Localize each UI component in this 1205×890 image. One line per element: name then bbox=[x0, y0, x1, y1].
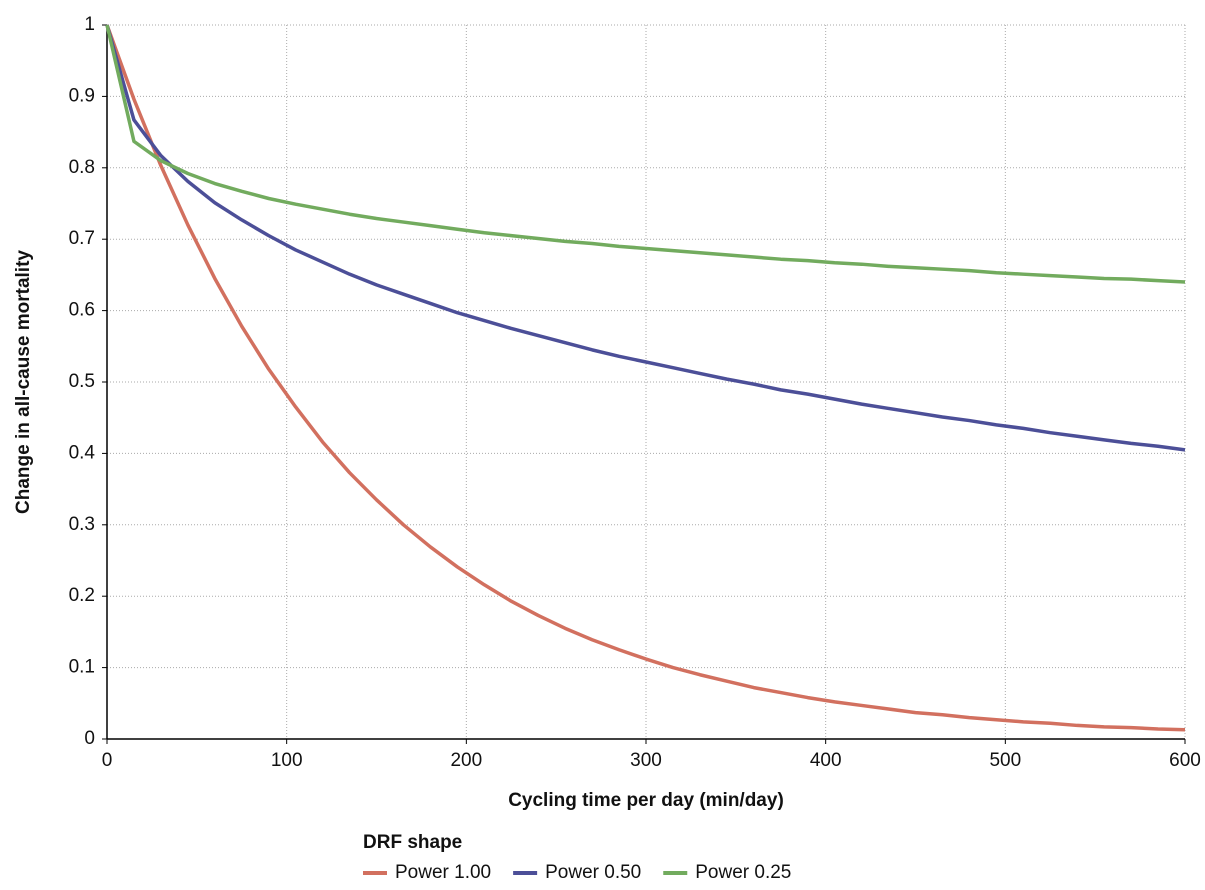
x-axis-label: Cycling time per day (min/day) bbox=[508, 790, 784, 811]
legend-label: Power 0.25 bbox=[695, 862, 791, 883]
x-tick-label: 100 bbox=[271, 750, 303, 771]
y-tick-label: 0 bbox=[84, 728, 95, 749]
y-tick-label: 0.3 bbox=[69, 514, 95, 535]
legend-label: Power 1.00 bbox=[395, 862, 491, 883]
x-tick-label: 0 bbox=[102, 750, 113, 771]
y-tick-label: 0.5 bbox=[69, 371, 95, 392]
legend-title: DRF shape bbox=[363, 832, 462, 853]
legend-label: Power 0.50 bbox=[545, 862, 641, 883]
y-tick-label: 1 bbox=[84, 14, 95, 35]
y-tick-label: 0.1 bbox=[69, 657, 95, 678]
y-tick-label: 0.9 bbox=[69, 85, 95, 106]
x-tick-label: 600 bbox=[1169, 750, 1201, 771]
x-tick-label: 200 bbox=[450, 750, 482, 771]
x-tick-label: 500 bbox=[989, 750, 1021, 771]
y-axis-label: Change in all-cause mortality bbox=[13, 250, 34, 514]
line-series bbox=[105, 24, 1186, 732]
x-tick-label: 300 bbox=[630, 750, 662, 771]
line-series bbox=[105, 24, 1186, 284]
x-tick-label: 400 bbox=[810, 750, 842, 771]
y-tick-label: 0.2 bbox=[69, 585, 95, 606]
line-series bbox=[105, 24, 1186, 452]
y-tick-label: 0.8 bbox=[69, 157, 95, 178]
y-tick-label: 0.7 bbox=[69, 228, 95, 249]
y-tick-label: 0.6 bbox=[69, 300, 95, 321]
y-tick-label: 0.4 bbox=[69, 442, 96, 463]
